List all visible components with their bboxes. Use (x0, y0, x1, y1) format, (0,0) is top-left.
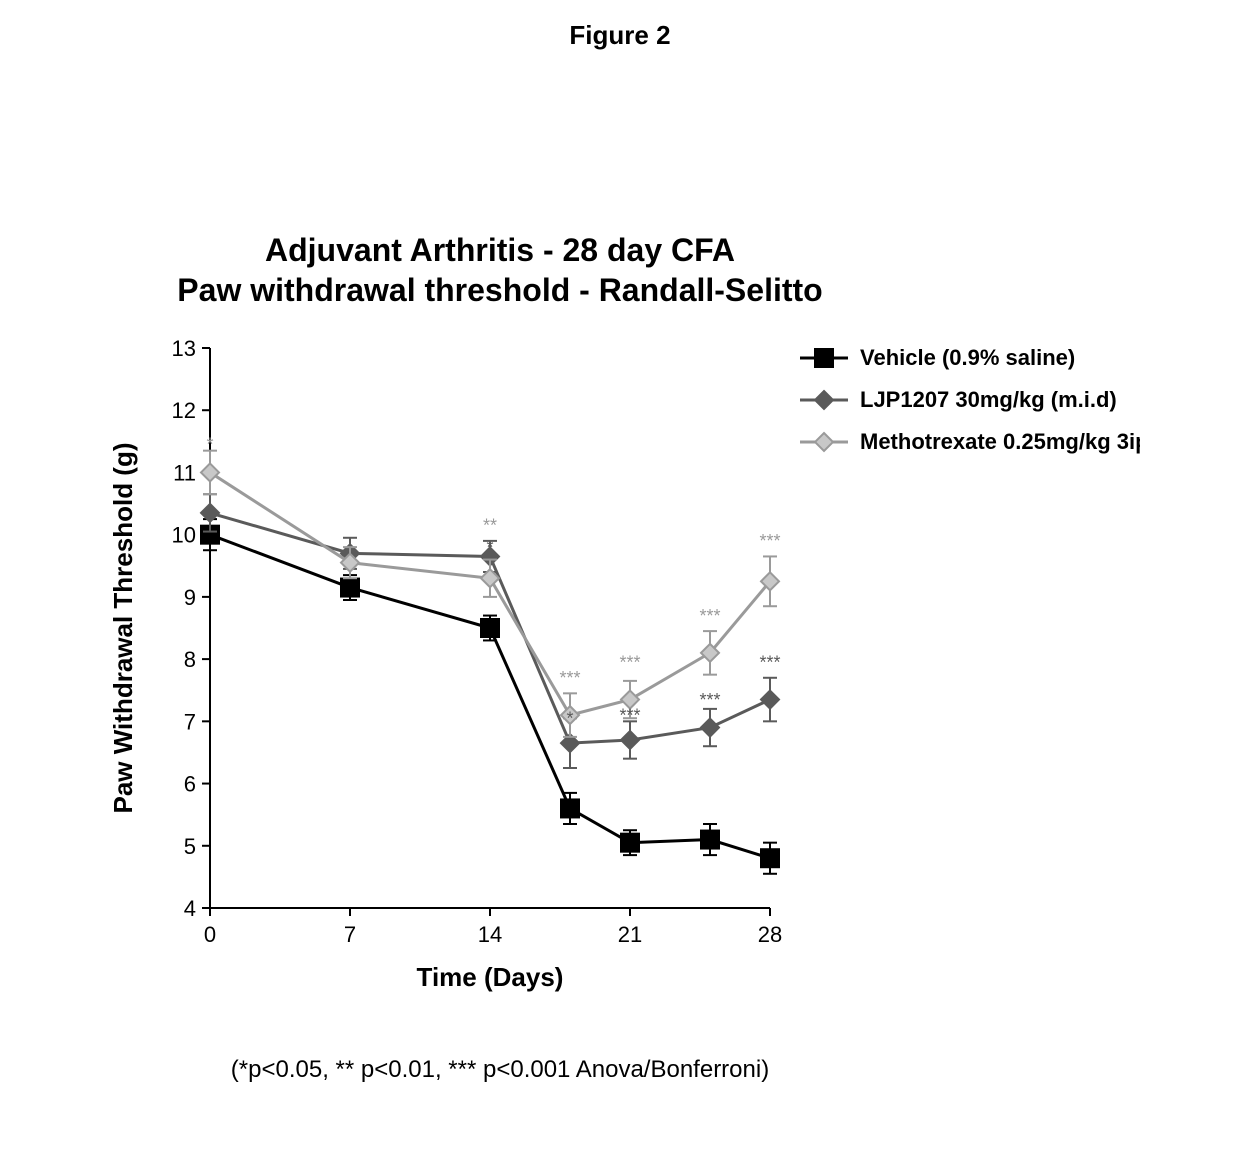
svg-text:4: 4 (184, 896, 196, 921)
significance-marker: *** (559, 668, 580, 688)
svg-text:12: 12 (172, 398, 196, 423)
significance-marker: * (206, 435, 213, 455)
significance-marker: *** (699, 690, 720, 710)
svg-text:11: 11 (173, 460, 196, 485)
legend: Vehicle (0.9% saline) LJP1207 30mg/kg (m.… (800, 345, 1140, 454)
svg-text:7: 7 (344, 922, 356, 947)
line-chart: 4 5 6 7 8 9 10 11 12 13 0 7 14 21 28 Time (Days) Paw Wit… (100, 328, 1140, 1028)
significance-marker: * (566, 708, 573, 728)
legend-label: Vehicle (0.9% saline) (860, 345, 1075, 370)
legend-item-methotrexate: Methotrexate 0.25mg/kg 3ip/wk (800, 429, 1140, 454)
chart-title-line2: Paw withdrawal threshold - Randall-Selit… (177, 272, 822, 308)
page: Figure 2 Adjuvant Arthritis - 28 day CFA… (0, 0, 1240, 1161)
significance-marker: *** (699, 606, 720, 626)
svg-text:9: 9 (184, 585, 196, 610)
legend-label: LJP1207 30mg/kg (m.i.d) (860, 387, 1117, 412)
legend-label: Methotrexate 0.25mg/kg 3ip/wk (860, 429, 1140, 454)
figure-label: Figure 2 (0, 20, 1240, 51)
svg-text:13: 13 (172, 336, 196, 361)
svg-text:7: 7 (184, 709, 196, 734)
chart-container: Adjuvant Arthritis - 28 day CFA Paw with… (100, 230, 1140, 1084)
chart-title: Adjuvant Arthritis - 28 day CFA Paw with… (120, 230, 880, 310)
svg-text:10: 10 (172, 523, 196, 548)
significance-marker: *** (619, 705, 640, 725)
significance-marker: *** (759, 652, 780, 672)
svg-text:Time (Days): Time (Days) (417, 962, 564, 992)
stats-footnote: (*p<0.05, ** p<0.01, *** p<0.001 Anova/B… (120, 1056, 880, 1084)
legend-item-ljp1207: LJP1207 30mg/kg (m.i.d) (800, 387, 1117, 412)
series-methotrexate (201, 451, 779, 737)
svg-text:6: 6 (184, 772, 196, 797)
legend-item-vehicle: Vehicle (0.9% saline) (800, 345, 1075, 370)
significance-marker: * (486, 537, 493, 557)
significance-marker: ** (483, 516, 497, 536)
svg-text:21: 21 (618, 922, 642, 947)
significance-marker: *** (619, 652, 640, 672)
svg-text:Paw Withdrawal Threshold (g): Paw Withdrawal Threshold (g) (108, 442, 138, 813)
svg-text:8: 8 (184, 647, 196, 672)
svg-text:5: 5 (184, 834, 196, 859)
svg-text:28: 28 (758, 922, 782, 947)
significance-marker: *** (759, 531, 780, 551)
chart-title-line1: Adjuvant Arthritis - 28 day CFA (265, 232, 735, 268)
svg-text:0: 0 (204, 922, 216, 947)
svg-text:14: 14 (478, 922, 502, 947)
